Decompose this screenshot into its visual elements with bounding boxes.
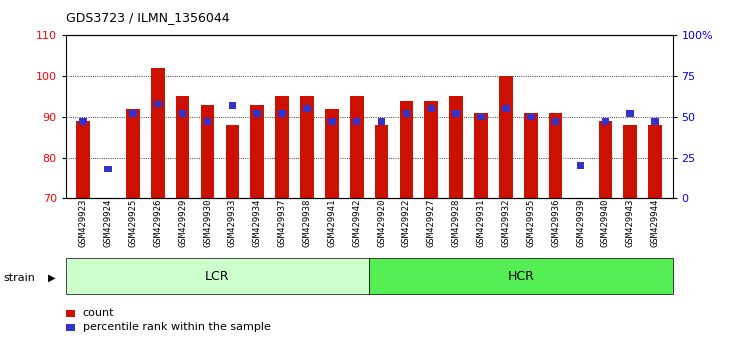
Bar [474,113,488,198]
Text: GSM429933: GSM429933 [228,198,237,247]
Bar [577,162,584,169]
Text: GSM429927: GSM429927 [427,198,436,247]
Bar [452,110,460,117]
Bar [80,119,87,125]
Bar [450,96,463,198]
Text: GSM429936: GSM429936 [551,198,560,247]
Bar [66,258,369,294]
Bar [375,125,388,198]
Text: HCR: HCR [507,270,534,282]
Text: GSM429922: GSM429922 [402,198,411,247]
Text: GSM429935: GSM429935 [526,198,535,247]
Text: GSM429928: GSM429928 [452,198,461,247]
Text: GSM429930: GSM429930 [203,198,212,247]
Text: GSM429923: GSM429923 [79,198,88,247]
Bar [400,101,413,198]
Text: GSM429942: GSM429942 [352,198,361,247]
Bar [126,109,140,198]
Bar [552,119,559,125]
Text: GSM429938: GSM429938 [303,198,311,247]
Bar [651,119,659,125]
Text: GSM429920: GSM429920 [377,198,386,247]
Bar [328,119,336,125]
Text: GSM429944: GSM429944 [651,198,659,247]
Bar [624,125,637,198]
Bar [325,109,338,198]
Text: count: count [83,308,114,318]
Text: GSM429941: GSM429941 [327,198,336,247]
Bar [229,102,236,109]
Bar [226,125,239,198]
Text: GSM429939: GSM429939 [576,198,585,247]
Bar [602,119,609,125]
Text: LCR: LCR [205,270,230,282]
Bar [276,96,289,198]
Text: GSM429940: GSM429940 [601,198,610,247]
Bar [105,166,112,172]
Bar [502,105,510,112]
Bar [425,101,438,198]
Bar [179,110,186,117]
Text: GSM429924: GSM429924 [104,198,113,247]
Bar [428,105,435,112]
Bar [176,96,189,198]
Bar [300,96,314,198]
Bar [201,105,214,198]
Bar [204,119,211,125]
Bar [527,114,534,120]
Text: GDS3723 / ILMN_1356044: GDS3723 / ILMN_1356044 [66,11,230,24]
Bar [254,110,261,117]
Bar [154,101,162,107]
Text: GSM429925: GSM429925 [129,198,137,247]
Bar [353,119,360,125]
Text: GSM429926: GSM429926 [154,198,162,247]
Bar [626,110,634,117]
Bar [403,110,410,117]
Text: GSM429929: GSM429929 [178,198,187,247]
Text: GSM429931: GSM429931 [477,198,485,247]
Bar [599,121,613,198]
Bar [251,105,264,198]
Bar [151,68,164,198]
Bar [524,113,537,198]
Bar [350,96,363,198]
Bar [129,110,137,117]
Bar [648,125,662,198]
Bar [76,121,90,198]
Bar [369,258,673,294]
Text: ▶: ▶ [48,273,55,283]
Text: GSM429943: GSM429943 [626,198,635,247]
Bar [303,105,311,112]
Text: strain: strain [4,273,36,283]
Bar [499,76,512,198]
Text: GSM429932: GSM429932 [501,198,510,247]
Text: percentile rank within the sample: percentile rank within the sample [83,322,270,332]
Text: GSM429937: GSM429937 [278,198,287,247]
Bar [279,110,286,117]
Bar [378,119,385,125]
Bar [549,113,562,198]
Bar [477,114,485,120]
Text: GSM429934: GSM429934 [253,198,262,247]
